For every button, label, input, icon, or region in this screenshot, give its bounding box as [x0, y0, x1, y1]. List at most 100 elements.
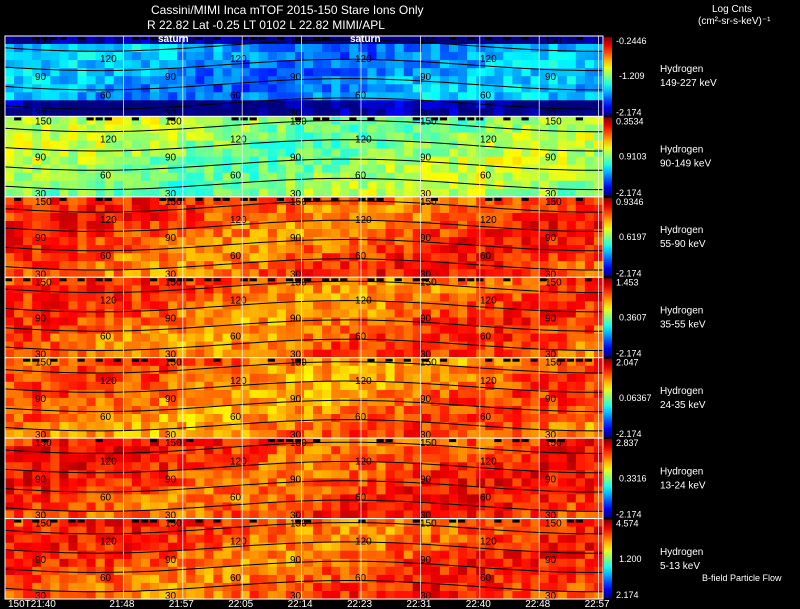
heatmap-cell [530, 550, 541, 560]
heatmap-cell [59, 542, 70, 552]
heatmap-cell [304, 365, 314, 375]
heatmap-cell [14, 116, 24, 125]
heatmap-cell [394, 132, 405, 142]
heatmap-cell [159, 494, 169, 503]
heatmap-cell [322, 68, 332, 77]
heatmap-cell [557, 349, 568, 359]
heatmap-cell [86, 253, 97, 262]
heatmap-cell [394, 414, 405, 423]
heatmap-cell [485, 229, 495, 238]
heatmap-cell [23, 68, 33, 77]
heatmap-cell [349, 397, 359, 407]
heatmap-cell [304, 156, 314, 166]
heatmap-cell [539, 188, 550, 198]
heatmap-cell [276, 454, 287, 463]
heatmap-cell [23, 116, 33, 125]
heatmap-cell [249, 566, 260, 576]
heatmap-cell [367, 478, 378, 487]
heatmap-cell [195, 373, 205, 383]
heatmap-cell [503, 277, 513, 286]
heatmap-cell [512, 582, 523, 592]
heatmap-cell [503, 196, 513, 206]
heatmap-cell [285, 132, 296, 142]
heatmap-cell [41, 389, 51, 399]
heatmap-cell [159, 542, 169, 552]
heatmap-cell [331, 84, 341, 93]
heatmap-cell [521, 84, 532, 93]
heatmap-cell [131, 341, 142, 351]
heatmap-cell [249, 204, 260, 214]
heatmap-cell [539, 446, 550, 455]
heatmap-cell [376, 430, 387, 439]
heatmap-cell [267, 325, 278, 335]
heatmap-cell [131, 574, 142, 584]
contour-label: 150 [290, 197, 307, 208]
heatmap-cell [168, 582, 178, 592]
heatmap-cell [331, 124, 341, 134]
heatmap-cell [159, 293, 169, 302]
heatmap-cell [41, 132, 51, 142]
heatmap-cell [494, 526, 504, 536]
heatmap-cell [285, 333, 296, 343]
heatmap-cell [322, 591, 332, 600]
heatmap-cell [548, 333, 559, 343]
heatmap-cell [32, 494, 42, 503]
heatmap-cell [131, 566, 142, 576]
heatmap-cell [95, 301, 106, 310]
heatmap-cell [204, 574, 214, 584]
heatmap-cell [566, 180, 577, 190]
heatmap-cell [267, 116, 278, 125]
contour-label: 30 [420, 189, 432, 200]
heatmap-cell [322, 486, 332, 495]
heatmap-cell [439, 381, 450, 391]
heatmap-cell [539, 148, 550, 158]
heatmap-cell [439, 333, 450, 343]
heatmap-cell [512, 406, 523, 415]
heatmap-cell [41, 381, 51, 391]
heatmap-cell [548, 108, 559, 117]
heatmap-cell [304, 381, 314, 391]
heatmap-cell [41, 430, 51, 439]
heatmap-cell [557, 253, 568, 262]
heatmap-cell [258, 462, 269, 471]
heatmap-cell [530, 510, 541, 520]
data-gap [131, 358, 139, 362]
heatmap-cell [439, 373, 450, 383]
heatmap-cell [322, 446, 332, 455]
heatmap-cell [104, 132, 115, 142]
heatmap-cell [421, 462, 432, 471]
heatmap-cell [50, 124, 60, 134]
heatmap-cell [467, 430, 477, 439]
heatmap-cell [349, 341, 359, 351]
heatmap-cell [467, 188, 477, 198]
heatmap-cell [68, 245, 79, 254]
heatmap-cell [14, 253, 24, 262]
heatmap-cell [222, 261, 233, 270]
data-gap [131, 519, 139, 523]
heatmap-cell [68, 212, 79, 222]
heatmap-cell [376, 261, 387, 270]
heatmap-cell [358, 582, 369, 592]
heatmap-cell [113, 357, 124, 367]
heatmap-cell [430, 462, 441, 471]
heatmap-cell [294, 454, 305, 463]
heatmap-cell [294, 204, 305, 214]
heatmap-cell [439, 180, 450, 190]
heatmap-cell [584, 52, 595, 61]
heatmap-cell [385, 301, 396, 310]
contour-label: 60 [100, 251, 112, 262]
heatmap-cell [222, 204, 233, 214]
heatmap-cell [367, 558, 378, 568]
heatmap-cell [294, 430, 305, 439]
heatmap-cell [267, 221, 278, 230]
heatmap-cell [213, 446, 224, 455]
heatmap-cell [367, 397, 378, 407]
heatmap-cell [131, 462, 142, 471]
heatmap-cell [412, 116, 423, 125]
heatmap-cell [249, 237, 260, 246]
heatmap-cell [530, 357, 541, 367]
heatmap-cell [331, 204, 341, 214]
contour-label: 60 [480, 90, 492, 101]
heatmap-cell [104, 309, 115, 319]
heatmap-cell [276, 341, 287, 351]
